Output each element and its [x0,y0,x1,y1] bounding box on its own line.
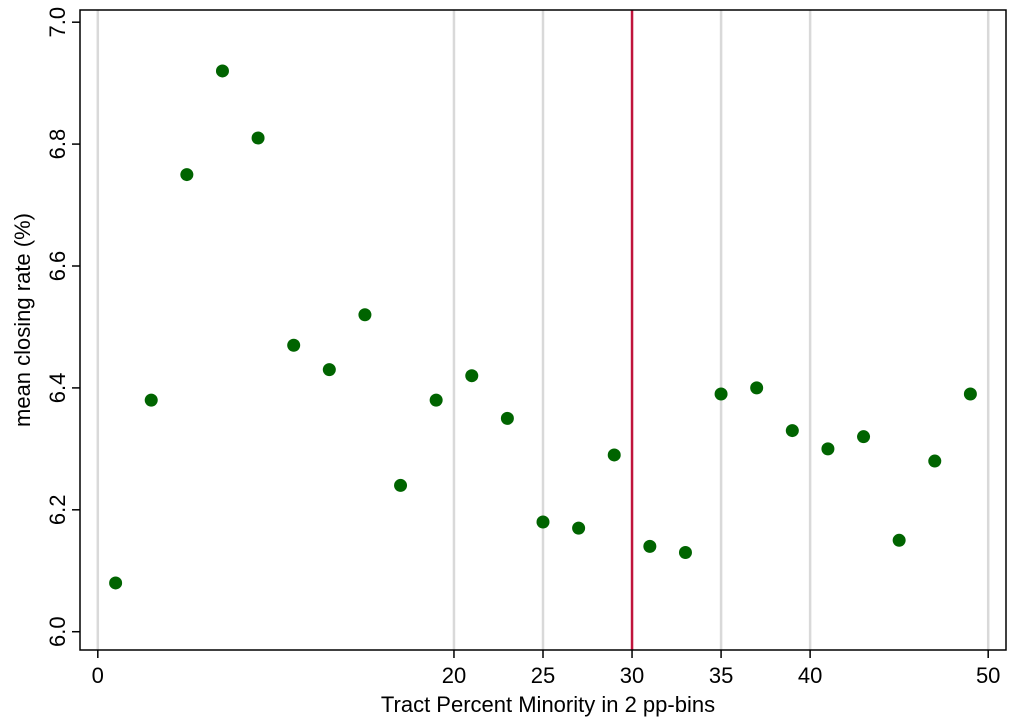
data-point [678,545,692,559]
x-tick-label: 30 [620,663,644,688]
data-point [785,424,799,438]
x-axis-ticks: 0 20 25 30 35 40 50 [92,650,1000,688]
x-tick-label: 0 [92,663,104,688]
data-point [287,338,301,352]
data-point [322,363,336,377]
data-point [963,387,977,401]
y-tick-label: 7.0 [45,7,70,38]
y-tick-label: 6.8 [45,129,70,160]
data-point [180,168,194,182]
data-point [536,515,550,529]
y-axis-title: mean closing rate (%) [10,213,35,427]
data-point [750,381,764,395]
data-point [358,308,372,322]
x-tick-label: 35 [709,663,733,688]
data-point [821,442,835,456]
x-axis-title: Tract Percent Minority in 2 pp-bins [381,692,715,717]
y-tick-label: 6.0 [45,616,70,647]
data-point [215,64,229,78]
x-tick-label: 25 [531,663,555,688]
data-point [714,387,728,401]
y-tick-label: 6.4 [45,373,70,404]
data-point [857,430,871,444]
data-point [928,454,942,468]
data-point [429,393,443,407]
data-point [892,533,906,547]
y-axis-ticks: 6.0 6.2 6.4 6.6 6.8 7.0 [45,7,80,647]
y-tick-label: 6.6 [45,251,70,282]
y-tick-label: 6.2 [45,495,70,526]
x-tick-label: 40 [798,663,822,688]
data-point [643,539,657,553]
data-point [144,393,158,407]
data-point [607,448,621,462]
data-points [109,64,977,590]
data-point [572,521,586,535]
data-point [394,478,408,492]
data-point [251,131,265,145]
data-point [109,576,123,590]
gridlines [96,10,990,650]
x-tick-label: 20 [442,663,466,688]
data-point [465,369,479,383]
x-tick-label: 50 [976,663,1000,688]
data-point [500,411,514,425]
